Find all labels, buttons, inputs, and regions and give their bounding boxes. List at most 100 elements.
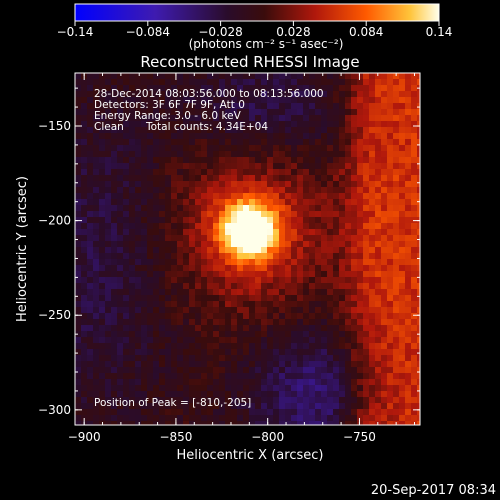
heatmap-cell: [297, 103, 303, 109]
heatmap-cell: [93, 205, 99, 211]
heatmap-cell: [333, 79, 339, 85]
heatmap-cell: [351, 373, 357, 379]
heatmap-cell: [417, 355, 420, 361]
heatmap-cell: [387, 289, 393, 295]
heatmap-cell: [255, 127, 261, 133]
heatmap-cell: [183, 313, 189, 319]
heatmap-cell: [129, 421, 135, 425]
heatmap-cell: [171, 271, 177, 277]
heatmap-cell: [297, 265, 303, 271]
heatmap-cell: [291, 259, 297, 265]
heatmap-cell: [105, 265, 111, 271]
heatmap-cell: [285, 115, 291, 121]
heatmap-cell: [387, 403, 393, 409]
heatmap-cell: [309, 271, 315, 277]
heatmap-cell: [381, 253, 387, 259]
heatmap-cell: [327, 415, 333, 421]
heatmap-cell: [201, 73, 207, 79]
heatmap-cell: [243, 193, 249, 199]
heatmap-cell: [387, 121, 393, 127]
heatmap-cell: [345, 223, 351, 229]
heatmap-cell: [267, 133, 273, 139]
heatmap-cell: [243, 271, 249, 277]
heatmap-cell: [405, 217, 411, 223]
heatmap-cell: [321, 391, 327, 397]
heatmap-cell: [333, 241, 339, 247]
heatmap-cell: [315, 85, 321, 91]
heatmap-cell: [273, 199, 279, 205]
heatmap-cell: [177, 157, 183, 163]
annotation-peak-position: Position of Peak = [-810,-205]: [94, 397, 251, 409]
heatmap-cell: [195, 247, 201, 253]
x-axis-label: Heliocentric X (arcsec): [177, 448, 324, 463]
heatmap-cell: [231, 337, 237, 343]
heatmap-cell: [111, 283, 117, 289]
heatmap-cell: [399, 337, 405, 343]
heatmap-cell: [237, 115, 243, 121]
heatmap-cell: [165, 109, 171, 115]
heatmap-cell: [189, 289, 195, 295]
heatmap-cell: [351, 109, 357, 115]
heatmap-cell: [111, 127, 117, 133]
heatmap-cell: [279, 235, 285, 241]
heatmap-cell: [195, 277, 201, 283]
heatmap-cell: [231, 271, 237, 277]
heatmap-cell: [297, 115, 303, 121]
heatmap-cell: [381, 241, 387, 247]
heatmap-cell: [111, 331, 117, 337]
heatmap-cell: [99, 187, 105, 193]
heatmap-cell: [381, 109, 387, 115]
heatmap-cell: [375, 319, 381, 325]
heatmap-cell: [327, 235, 333, 241]
heatmap-cell: [189, 397, 195, 403]
heatmap-cell: [183, 151, 189, 157]
heatmap-cell: [351, 283, 357, 289]
heatmap-cell: [351, 259, 357, 265]
heatmap-cell: [255, 199, 261, 205]
heatmap-cell: [381, 205, 387, 211]
heatmap-cell: [213, 319, 219, 325]
heatmap-cell: [387, 193, 393, 199]
heatmap-cell: [213, 271, 219, 277]
heatmap-cell: [171, 349, 177, 355]
heatmap-cell: [291, 127, 297, 133]
heatmap-cell: [87, 397, 93, 403]
heatmap-cell: [99, 79, 105, 85]
heatmap-cell: [189, 91, 195, 97]
heatmap-cell: [345, 349, 351, 355]
heatmap-cell: [177, 211, 183, 217]
heatmap-cell: [81, 193, 87, 199]
heatmap-cell: [195, 91, 201, 97]
heatmap-cell: [411, 181, 417, 187]
heatmap-cell: [81, 139, 87, 145]
heatmap-cell: [237, 109, 243, 115]
heatmap-cell: [225, 157, 231, 163]
heatmap-cell: [315, 193, 321, 199]
heatmap-cell: [177, 133, 183, 139]
heatmap-cell: [87, 403, 93, 409]
heatmap-cell: [249, 133, 255, 139]
heatmap-cell: [141, 85, 147, 91]
heatmap-cell: [165, 331, 171, 337]
heatmap-cell: [285, 295, 291, 301]
heatmap-cell: [231, 253, 237, 259]
heatmap-cell: [399, 265, 405, 271]
heatmap-cell: [207, 175, 213, 181]
heatmap-cell: [159, 247, 165, 253]
heatmap-cell: [75, 415, 81, 421]
heatmap-cell: [363, 301, 369, 307]
heatmap-cell: [189, 403, 195, 409]
heatmap-cell: [393, 97, 399, 103]
heatmap-cell: [237, 247, 243, 253]
heatmap-cell: [267, 109, 273, 115]
heatmap-cell: [219, 73, 225, 79]
heatmap-cell: [177, 373, 183, 379]
heatmap-cell: [243, 307, 249, 313]
heatmap-cell: [201, 361, 207, 367]
heatmap-cell: [375, 253, 381, 259]
heatmap-cell: [147, 133, 153, 139]
heatmap-cell: [195, 169, 201, 175]
heatmap-cell: [129, 85, 135, 91]
y-tick-label: −300: [38, 403, 71, 417]
heatmap-cell: [159, 205, 165, 211]
